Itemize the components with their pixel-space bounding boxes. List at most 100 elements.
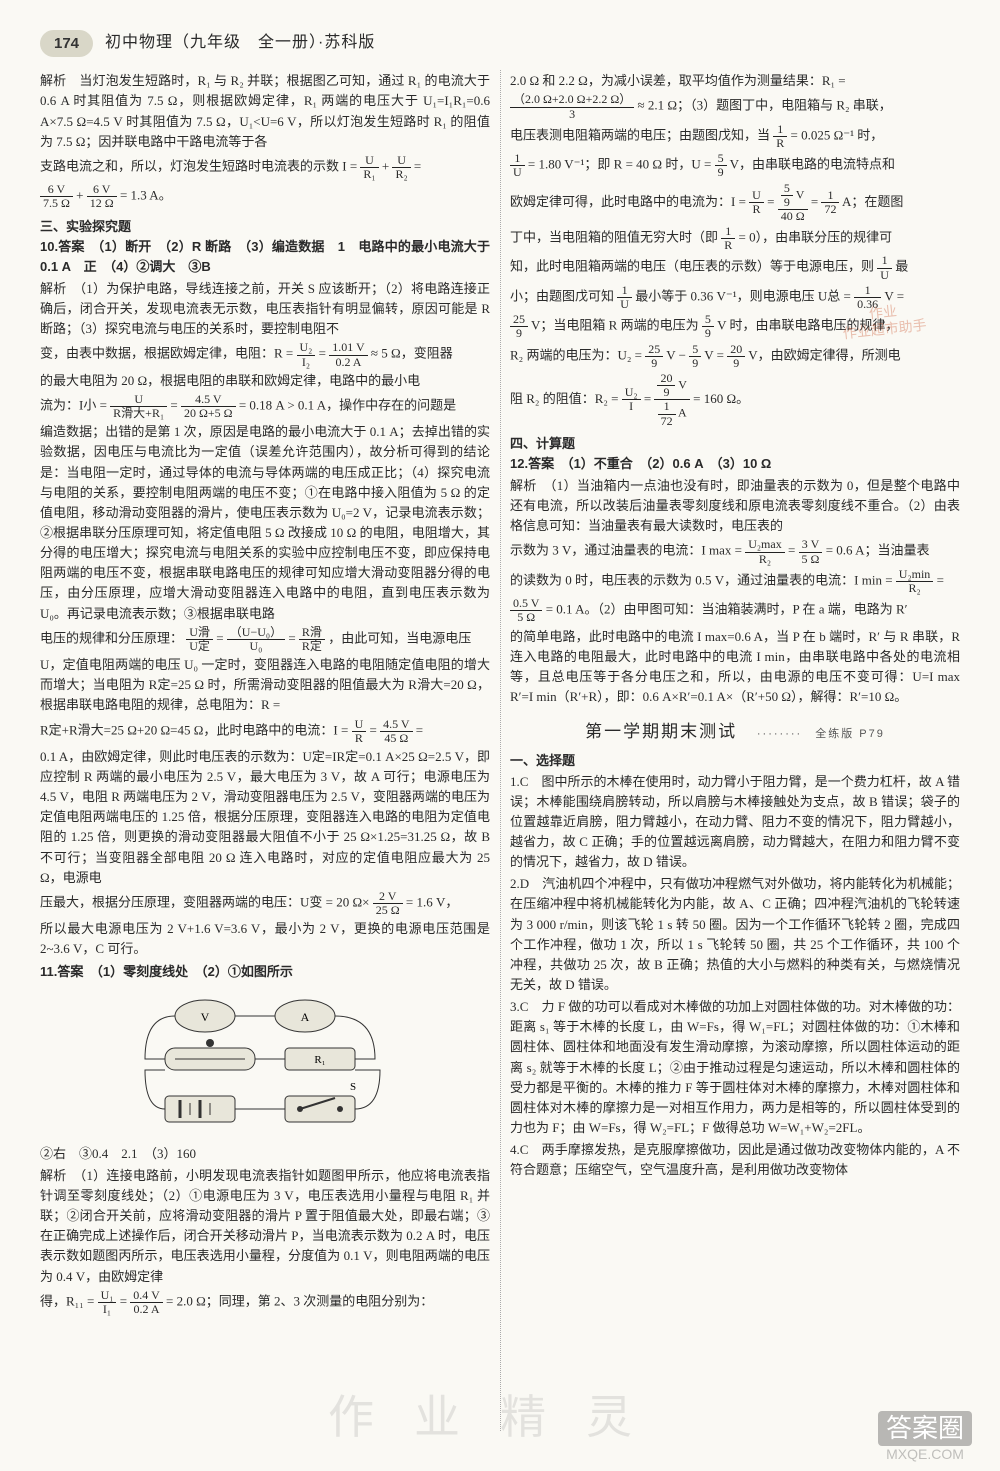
fraction: U滑U定	[186, 626, 213, 653]
formula-line: R定+R滑大=25 Ω+20 Ω=45 Ω，此时电路中的电流：I = UR = …	[40, 718, 490, 745]
text: = 0.18 A > 0.1 A，操作中存在的问题是	[239, 398, 456, 413]
text: V −	[666, 347, 686, 362]
text: 欧姆定律可得，此时电路中的电流为：I =	[510, 193, 746, 208]
text: V 时，由串联电路电压的规律，	[717, 318, 898, 333]
analysis-text: U，定值电阻两端的电压 U₀ 一定时，变阻器连入电路的电阻随定值电阻的增大而增大…	[40, 655, 490, 715]
text: = 2.0 Ω；同理，第 2、3 次测量的电阻分别为：	[166, 1293, 433, 1308]
answer-line: 10.答案 （1）断开 （2）R 断路 （3）编造数据 1 电路中的最小电流大于…	[40, 237, 490, 277]
text: = 0），由串联分压的规律可	[739, 230, 893, 245]
formula-line: （2.0 Ω+2.0 Ω+2.2 Ω）3 ≈ 2.1 Ω；（3）题图丁中，电阻箱…	[510, 93, 960, 120]
formula-line: R₂ 两端的电压为：U₂ = 259 V − 59 V = 209 V，由欧姆定…	[510, 343, 960, 370]
formula-line: 阻 R₂ 的阻值：R₂ = U₂I = 209 V 172 A = 160 Ω。	[510, 372, 960, 428]
text: 流为：I小 =	[40, 398, 107, 413]
page-header: 174 初中物理（九年级 全一册）·苏科版	[40, 30, 960, 57]
text: 电压的规律和分压原理：	[40, 630, 183, 645]
fraction: 4.5 V45 Ω	[380, 718, 412, 745]
fraction: 59 V 40 Ω	[778, 182, 808, 224]
analysis-text: 的简单电路，此时电路中的电流 I max=0.6 A，当 P 在 b 端时，R′…	[510, 627, 960, 708]
fraction: 0.5 V5 Ω	[510, 597, 542, 624]
fraction: 172	[821, 189, 839, 216]
text: 2.0 Ω 和 2.2 Ω，为减小误差，取平均值作为测量结果：R₁ =	[510, 73, 846, 88]
answer-line: 12.答案 （1）不重合 （2）0.6 A （3）10 Ω	[510, 454, 960, 474]
fraction: 1R	[721, 225, 735, 252]
svg-text:V: V	[201, 1010, 210, 1024]
formula-line: 电压表测电阻箱两端的电压；由题图戊知，当 1R = 0.025 Ω⁻¹ 时，	[510, 123, 960, 150]
answer-line: 11.答案 （1）零刻度线处 （2）①如图所示	[40, 962, 490, 982]
formula-line: 小；由题图戊可知 1U 最小等于 0.36 V⁻¹，则电源电压 U总 = 10.…	[510, 284, 960, 311]
text: A；在题图	[842, 193, 903, 208]
fraction: 1.01 V0.2 A	[329, 341, 367, 368]
fraction: UR	[352, 718, 367, 745]
text: = 1.6 V，	[406, 895, 458, 910]
fraction: 0.4 V0.2 A	[130, 1289, 162, 1316]
text: V，由欧姆定律得，所测电	[748, 347, 900, 362]
formula-line: 流为：I小 = UR滑大+R₁ = 4.5 V20 Ω+5 Ω = 0.18 A…	[40, 393, 490, 420]
text: 变，由表中数据，根据欧姆定律，电阻：R =	[40, 346, 293, 361]
answer-line: ②右 ③0.4 2.1 （3）160	[40, 1144, 490, 1164]
text: = 0.1 A。（2）由甲图可知：当油箱装满时，P 在 a 端，电路为 R′	[546, 602, 908, 617]
fraction: U₂minR₂	[896, 568, 934, 595]
fraction: 6 V12 Ω	[87, 183, 117, 210]
text: V，由串联电路的电流特点和	[730, 157, 895, 172]
choice-answer: 4.C 两手摩擦发热，是克服摩擦做功，因此是通过做功改变物体内能的，A 不符合题…	[510, 1140, 960, 1180]
text: 最	[895, 259, 908, 274]
formula-line: 2.0 Ω 和 2.2 Ω，为减小误差，取平均值作为测量结果：R₁ =	[510, 71, 960, 91]
text: ≈ 2.1 Ω；（3）题图丁中，电阻箱与 R₂ 串联，	[638, 98, 892, 113]
formula-line: 的读数为 0 时，电压表的示数为 0.5 V，通过油量表的电流：I min = …	[510, 568, 960, 595]
analysis-text: 解析 （1）连接电路前，小明发现电流表指针如题图甲所示，他应将电流表指针调至零刻…	[40, 1166, 490, 1287]
text: R定+R滑大=25 Ω+20 Ω=45 Ω，此时电路中的电流：I =	[40, 722, 348, 737]
book-title: 初中物理（九年级 全一册）·苏科版	[105, 31, 375, 56]
svg-text:A: A	[301, 1010, 310, 1024]
fraction: UR₂	[392, 154, 410, 181]
fraction: R滑R定	[299, 626, 325, 653]
fraction: 209 V 172 A	[654, 372, 689, 428]
text: 第一学期期末测试	[585, 722, 737, 741]
fraction: 1R	[773, 123, 787, 150]
text: 知，此时电阻箱两端的电压（电压表的示数）等于电源电压，则	[510, 259, 874, 274]
exam-title: 第一学期期末测试 ········ 全练版 P79	[510, 719, 960, 745]
analysis-text: 解析 （1）当油箱内一点油也没有时，即油量表的示数为 0，但是整个电路中还有电流…	[510, 476, 960, 536]
formula-line: 示数为 3 V，通过油量表的电流：I max = U₂maxR₂ = 3 V5 …	[510, 538, 960, 565]
formula-line: 知，此时电阻箱两端的电压（电压表的示数）等于电源电压，则 1U 最	[510, 254, 960, 281]
fraction: U₂I₂	[297, 341, 316, 368]
page-ref: ········ 全练版 P79	[744, 728, 885, 740]
analysis-text: 解析 当灯泡发生短路时，R₁ 与 R₂ 并联；根据图乙可知，通过 R₁ 的电流大…	[40, 71, 490, 152]
formula-line: 得，R₁₁ = U₁I₁ = 0.4 V0.2 A = 2.0 Ω；同理，第 2…	[40, 1289, 490, 1316]
section-heading: 一、选择题	[510, 751, 960, 771]
text: = 160 Ω。	[693, 391, 749, 406]
text: =	[416, 722, 423, 737]
fraction: 59	[702, 313, 714, 340]
text: V；当电阻箱 R 两端的电压为	[531, 318, 699, 333]
formula-line: 压最大，根据分压原理，变阻器两端的电压：U变 = 20 Ω× 2 V25 Ω =…	[40, 890, 490, 917]
fraction: 259	[645, 343, 663, 370]
analysis-text: 解析 （1）为保护电路，导线连接之前，开关 S 应该断开；（2）将电路连接正确后…	[40, 279, 490, 339]
formula-line: 欧姆定律可得，此时电路中的电流为：I = UR = 59 V 40 Ω = 17…	[510, 182, 960, 224]
text: 最小等于 0.36 V⁻¹，则电源电压 U总 =	[635, 289, 851, 304]
text: R₂ 两端的电压为：U₂ =	[510, 347, 642, 362]
text: 示数为 3 V，通过油量表的电流：I max =	[510, 543, 742, 558]
choice-answer: 3.C 力 F 做的功可以看成对木棒做的功加上对圆柱体做的功。对木棒做的功：距离…	[510, 997, 960, 1138]
page-container: 174 初中物理（九年级 全一册）·苏科版 解析 当灯泡发生短路时，R₁ 与 R…	[0, 0, 1000, 1471]
text: ≈ 5 Ω，变阻器	[371, 346, 453, 361]
fraction: 59	[715, 152, 727, 179]
formula-line: 电压的规律和分压原理： U滑U定 = （U−U₀）U₀ = R滑R定 ，由此可知…	[40, 626, 490, 653]
column-divider	[500, 70, 501, 1431]
fraction: 3 V5 Ω	[799, 538, 823, 565]
fraction: UR滑大+R₁	[110, 393, 167, 420]
text: = 1.3 A。	[120, 188, 172, 203]
text: = 1.80 V⁻¹；即 R = 40 Ω 时，U =	[528, 157, 711, 172]
fraction: 209	[727, 343, 745, 370]
formula-line: 支路电流之和，所以，灯泡发生短路时电流表的示数 I = UR₁ + UR₂ =	[40, 154, 490, 181]
analysis-text: 0.1 A，由欧姆定律，则此时电压表的示数为：U定=IR定=0.1 A×25 Ω…	[40, 747, 490, 888]
fraction: 10.36	[854, 284, 881, 311]
text: 支路电流之和，所以，灯泡发生短路时电流表的示数 I =	[40, 158, 357, 173]
text: = 0.6 A；当油量表	[826, 543, 930, 558]
svg-text:R₁: R₁	[314, 1054, 325, 1066]
formula-line: 丁中，当电阻箱的阻值无穷大时（即 1R = 0），由串联分压的规律可	[510, 225, 960, 252]
choice-answer: 1.C 图中所示的木棒在使用时，动力臂小于阻力臂，是一个费力杠杆，故 A 错误；…	[510, 772, 960, 873]
text: V =	[704, 347, 724, 362]
text: = 0.025 Ω⁻¹ 时，	[791, 127, 884, 142]
text: V =	[884, 289, 904, 304]
fraction: U₂maxR₂	[745, 538, 785, 565]
formula-line: 变，由表中数据，根据欧姆定律，电阻：R = U₂I₂ = 1.01 V0.2 A…	[40, 341, 490, 368]
